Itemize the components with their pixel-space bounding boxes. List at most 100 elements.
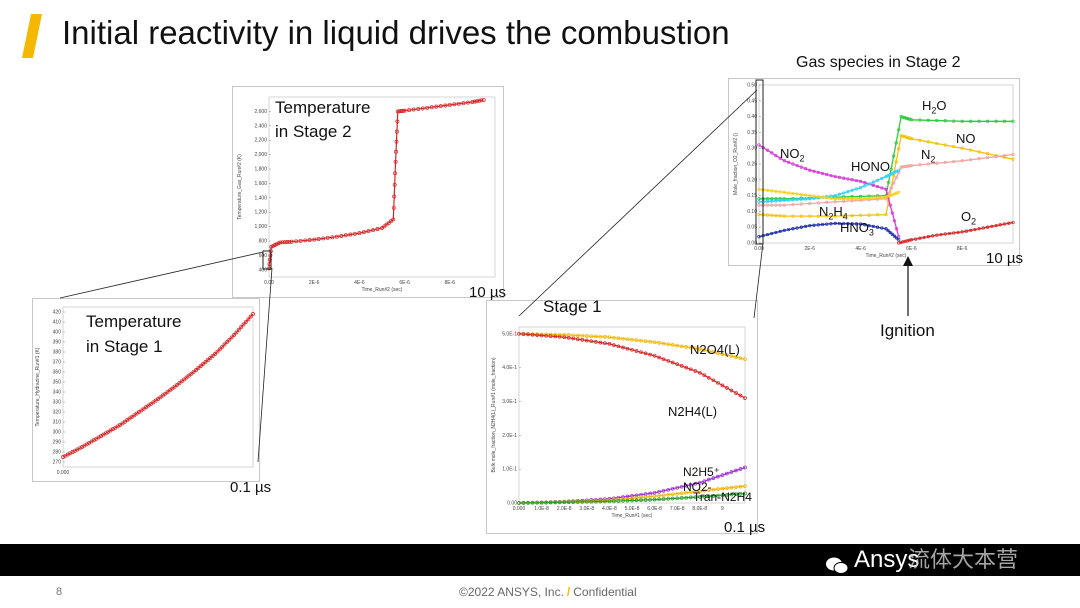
data-point — [969, 228, 973, 233]
data-point — [906, 117, 910, 121]
data-point — [395, 119, 400, 124]
data-point — [774, 199, 778, 203]
plot-area — [62, 306, 254, 468]
data-point — [548, 500, 553, 505]
data-point — [842, 176, 846, 180]
temperature-stage2-time-label: 10 µs — [469, 284, 506, 301]
data-point — [725, 471, 729, 476]
data-point — [905, 239, 909, 243]
data-point — [666, 487, 671, 492]
data-point — [280, 240, 285, 245]
data-point — [734, 468, 738, 473]
data-point — [177, 381, 182, 386]
data-point — [891, 181, 896, 185]
data-point — [621, 345, 625, 350]
data-point — [571, 500, 576, 504]
y-tick-label: 320 — [53, 410, 62, 416]
data-point — [697, 480, 702, 485]
y-axis-label: Mole_fraction_O2_Run#2 () — [733, 133, 739, 195]
wechat-icon — [826, 552, 849, 574]
data-point — [863, 181, 867, 185]
x-tick-label: 1.0E-8 — [534, 506, 549, 512]
data-point — [973, 227, 977, 232]
data-point — [589, 499, 594, 504]
copyright: ©2022 ANSYS, Inc. / Confidential — [459, 585, 637, 599]
y-tick-label: 0.15 — [747, 193, 757, 199]
y-tick-label: 410 — [53, 320, 62, 326]
data-point — [716, 380, 720, 385]
data-point — [548, 334, 553, 338]
x-tick-label: 2E-6 — [805, 246, 816, 252]
data-point — [867, 182, 871, 186]
x-tick-label: 6E-6 — [906, 246, 917, 252]
data-point — [316, 237, 321, 241]
data-point — [908, 117, 912, 121]
data-point — [1011, 119, 1015, 123]
data-point — [901, 165, 905, 169]
data-point — [557, 334, 562, 339]
species-label-o2: O2 — [961, 209, 977, 227]
data-point — [666, 358, 671, 363]
data-point — [517, 331, 521, 336]
data-point — [648, 497, 652, 502]
data-point — [889, 167, 893, 171]
data-point — [918, 118, 922, 122]
data-point — [725, 493, 729, 497]
data-point — [652, 353, 657, 358]
data-point — [770, 151, 774, 155]
data-point — [392, 182, 397, 187]
data-point — [189, 371, 194, 376]
x-tick-label: 3.0E-8 — [579, 506, 594, 512]
data-point — [630, 498, 634, 503]
copyright-separator: / — [566, 585, 571, 599]
data-point — [774, 230, 778, 235]
data-point — [926, 235, 930, 239]
data-point — [603, 499, 607, 504]
data-point — [294, 239, 299, 244]
data-point — [562, 500, 567, 505]
data-point — [909, 137, 914, 141]
y-tick-label: 360 — [53, 370, 62, 376]
data-point — [842, 191, 846, 195]
data-point — [833, 197, 837, 201]
data-point — [684, 490, 689, 495]
data-point — [643, 498, 648, 502]
data-point — [994, 154, 998, 159]
data-point — [702, 348, 707, 352]
data-point — [334, 234, 339, 239]
data-point — [652, 490, 657, 495]
data-point — [234, 330, 239, 335]
data-point — [375, 227, 380, 231]
data-point — [393, 159, 398, 164]
data-point — [461, 101, 466, 106]
data-point — [224, 340, 229, 345]
data-point — [625, 498, 630, 503]
y-tick-label: 4.0E-1 — [502, 365, 517, 371]
series-tran-n2h4 — [517, 491, 747, 505]
data-point — [833, 200, 837, 204]
data-point — [846, 197, 850, 201]
gas-stage2-plot: 0.50 0.45 0.40 0.35 0.30 0.25 0.20 0.15 0.10 0.05… — [728, 78, 1020, 266]
data-point — [892, 219, 897, 223]
y-tick-label: 350 — [53, 380, 62, 386]
data-point — [648, 352, 652, 357]
data-point — [625, 494, 630, 499]
data-point — [884, 187, 888, 191]
data-point — [875, 178, 880, 182]
data-point — [711, 378, 716, 383]
data-point — [738, 492, 743, 496]
data-point — [625, 346, 630, 351]
data-point — [366, 229, 371, 234]
data-point — [571, 336, 576, 341]
data-point — [770, 231, 774, 236]
y-tick-label: 1,600 — [254, 181, 267, 187]
data-point — [544, 500, 548, 505]
species-label-hono: HONO — [851, 159, 890, 174]
data-point — [179, 379, 184, 384]
temperature-stage1-plot: 270 280 290 300 310 320 330 340 350 360 370 380 390 4… — [32, 298, 260, 482]
data-point — [897, 238, 901, 242]
data-point — [566, 500, 571, 505]
data-point — [913, 237, 918, 241]
data-point — [858, 213, 863, 217]
data-point — [196, 366, 201, 370]
